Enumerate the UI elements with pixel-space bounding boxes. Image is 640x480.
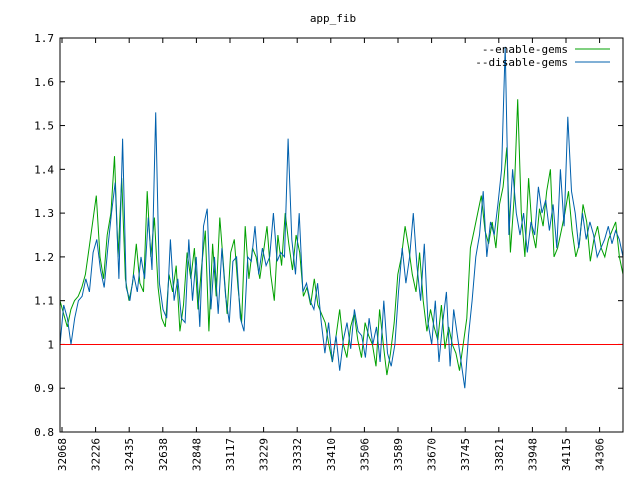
x-tick-label: 33229	[258, 438, 271, 471]
y-tick-label: 1.7	[34, 32, 54, 45]
legend-label: --enable-gems	[482, 43, 568, 56]
series-line-1	[59, 46, 624, 389]
y-tick-label: 1.3	[34, 207, 54, 220]
x-tick-label: 33589	[392, 438, 405, 471]
x-tick-label: 33332	[291, 438, 304, 471]
x-tick-label: 34115	[560, 438, 573, 471]
legend-label: --disable-gems	[475, 56, 568, 69]
y-tick-label: 0.9	[34, 382, 54, 395]
y-tick-label: 1.5	[34, 120, 54, 133]
y-tick-label: 0.8	[34, 426, 54, 439]
x-axis: 32068 32226 32435 32638 32848 33117 33229 33332…	[56, 38, 607, 471]
x-tick-label: 33821	[493, 438, 506, 471]
series-layer	[59, 46, 624, 389]
y-tick-label: 1.2	[34, 251, 54, 264]
x-tick-label: 32638	[157, 438, 170, 471]
y-tick-label: 1.4	[34, 163, 54, 176]
legend: --enable-gems--disable-gems	[475, 43, 610, 69]
x-tick-label: 33948	[526, 438, 539, 471]
series-line-0	[59, 99, 624, 376]
x-tick-label: 33117	[224, 438, 237, 471]
y-tick-label: 1.1	[34, 295, 54, 308]
x-tick-label: 33745	[459, 438, 472, 471]
x-tick-label: 33410	[325, 438, 338, 471]
y-tick-label: 1.6	[34, 76, 54, 89]
y-axis: 0.8 0.9 1 1.1 1.2 1.3 1.4 1.5 1.6 1.7	[34, 32, 623, 439]
x-tick-label: 32848	[190, 438, 203, 471]
y-tick-label: 1	[47, 338, 54, 351]
x-tick-label: 32435	[123, 438, 136, 471]
plot-frame	[59, 37, 624, 433]
x-tick-label: 34306	[594, 438, 607, 471]
x-tick-label: 32226	[90, 438, 103, 471]
chart-title: app_fib	[310, 12, 356, 25]
x-tick-label: 32068	[56, 438, 69, 471]
x-tick-label: 33670	[426, 438, 439, 471]
x-tick-label: 33506	[358, 438, 371, 471]
